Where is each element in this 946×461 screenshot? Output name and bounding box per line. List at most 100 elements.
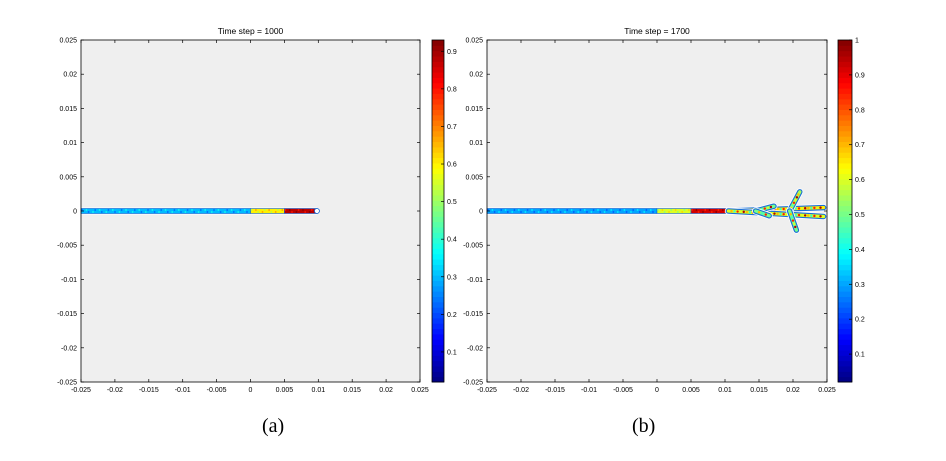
branch-cell — [813, 206, 816, 210]
colorbar-cell — [838, 259, 852, 265]
colorbar-cell — [432, 114, 444, 121]
caption-b: (b) — [632, 415, 656, 437]
crack-cell — [142, 209, 145, 211]
crack-cell — [506, 211, 509, 213]
colorbar-cell — [838, 88, 852, 94]
crack-cell — [528, 211, 531, 213]
colorbar-cell — [432, 275, 444, 281]
crack-cell — [579, 209, 582, 211]
crack-cell — [550, 211, 553, 213]
crack-cell — [210, 211, 213, 213]
branch-cell — [816, 214, 819, 218]
crack-cell — [704, 209, 707, 211]
crack-cell — [288, 209, 291, 211]
colorbar-cell — [432, 157, 444, 164]
crack-cell — [295, 211, 298, 213]
crack-cell — [195, 209, 198, 211]
colorbar-cell — [838, 125, 852, 132]
crack-cell — [524, 211, 527, 213]
crack-cell — [151, 209, 154, 211]
crack-cell — [147, 209, 149, 211]
branch-cell — [791, 219, 795, 222]
crack-cell — [553, 209, 555, 211]
colorbar-frame — [837, 39, 853, 383]
colorbar-cell — [432, 152, 444, 159]
crack-cell — [520, 211, 522, 213]
crack-cell — [98, 209, 101, 211]
branch-cell — [797, 207, 801, 210]
colorbar-cell — [432, 280, 444, 287]
colorbar-cell — [838, 82, 852, 89]
colorbar-cell — [432, 301, 444, 308]
colorbar-cell — [432, 307, 444, 314]
crack-tip — [314, 208, 320, 214]
crack-cell — [103, 209, 105, 211]
colorbar-tick-label: 0.4 — [855, 247, 865, 254]
crack-cell — [500, 209, 503, 211]
colorbar-cell — [432, 104, 444, 110]
x-tick-label: -0.015 — [139, 387, 159, 394]
colorbar-cell — [432, 237, 444, 244]
crack-cell — [109, 211, 112, 213]
colorbar-cell — [432, 72, 444, 78]
crack-cell — [226, 209, 229, 211]
crack-cell — [522, 209, 525, 211]
crack-cell — [710, 211, 713, 213]
crack-cell — [297, 209, 300, 211]
y-tick-label: -0.025 — [463, 380, 483, 387]
colorbar-tick-label: 0.9 — [855, 72, 865, 79]
crack-cell — [83, 211, 86, 213]
colorbar-cell — [432, 93, 444, 100]
colorbar-cell — [432, 178, 444, 185]
crack-cell — [597, 209, 599, 211]
crack-cell — [158, 211, 160, 213]
crack-cell — [204, 209, 207, 211]
colorbar-tick-label: 0.8 — [855, 107, 865, 114]
crack-cell — [166, 211, 169, 213]
colorbar-cell — [838, 269, 852, 276]
crack-cell — [184, 211, 187, 213]
colorbar-cell — [838, 98, 852, 105]
colorbar-cell — [838, 184, 852, 191]
colorbar-cell — [432, 355, 444, 362]
branch-cell — [810, 214, 813, 217]
colorbar-cell — [432, 211, 444, 217]
colorbar-cell — [838, 333, 852, 340]
colorbar-cell — [432, 77, 444, 84]
colorbar-cell — [838, 40, 852, 46]
crack-cell — [504, 209, 507, 211]
colorbar-cell — [838, 227, 852, 233]
x-tick-label: 0.01 — [718, 387, 732, 394]
crack-cell — [173, 209, 176, 211]
panel-a: Time step = 1000 -0.025 -0.02 -0.015 -0.01 -0… — [57, 26, 457, 394]
colorbar-cell — [838, 264, 852, 271]
colorbar-cell — [838, 141, 852, 148]
colorbar-cell — [838, 221, 852, 228]
crack-cell — [489, 211, 492, 213]
crack-cell — [107, 209, 110, 211]
crack-cell — [144, 211, 147, 213]
crack-cell — [693, 211, 696, 213]
y-tick-label: -0.02 — [61, 345, 77, 352]
colorbar-cell — [432, 200, 444, 207]
crack-cell — [221, 209, 224, 211]
branch-cell — [794, 207, 798, 210]
colorbar-cell — [432, 227, 444, 233]
branch-cell — [797, 193, 800, 196]
crack-cell — [654, 209, 657, 211]
crack-cell — [155, 209, 158, 211]
x-tick-label: 0.02 — [379, 387, 393, 394]
y-tick-label: -0.015 — [57, 311, 77, 318]
y-tick-label: 0.015 — [59, 106, 77, 113]
colorbar-cell — [432, 317, 444, 324]
crack-cell — [206, 211, 209, 213]
y-tick-label: -0.025 — [57, 380, 77, 387]
crack-cell — [96, 211, 99, 213]
crack-cell — [136, 211, 138, 213]
crack-cell — [241, 211, 244, 213]
x-tick-label: 0.01 — [311, 387, 325, 394]
colorbar-cell — [838, 365, 852, 372]
crack-cell — [491, 209, 494, 211]
crack-cell — [577, 211, 580, 213]
crack-cell — [224, 211, 226, 213]
